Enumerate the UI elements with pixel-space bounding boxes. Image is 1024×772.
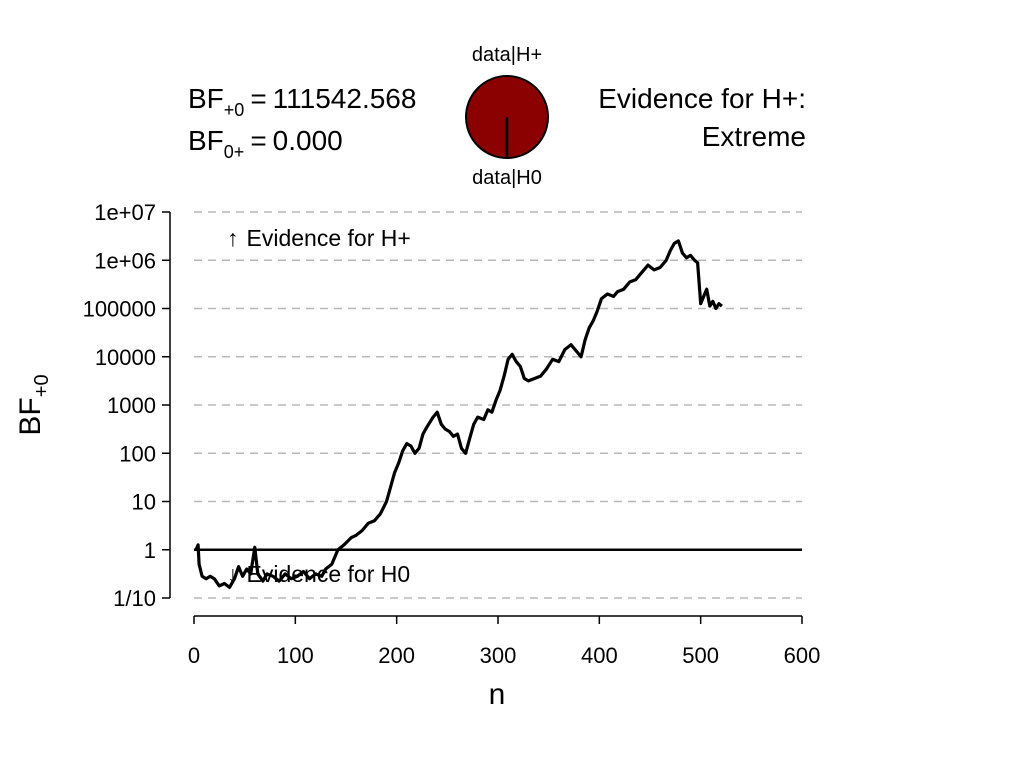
y-tick-label: 10000 xyxy=(95,345,156,370)
bf01-value: 0.000 xyxy=(273,125,343,156)
y-axis-title-main: BF xyxy=(14,397,47,435)
y-tick-label: 1e+07 xyxy=(94,200,156,225)
x-tick-label: 500 xyxy=(682,643,719,668)
bf10-subscript: +0 xyxy=(224,100,245,120)
bf01-subscript: 0+ xyxy=(224,142,245,162)
x-axis: 0 100 200 300 400 500 600 xyxy=(188,615,821,668)
evidence-category-line2: Extreme xyxy=(702,121,806,152)
x-tick-label: 300 xyxy=(480,643,517,668)
y-axis-title: BF+0 xyxy=(14,374,53,435)
x-tick-label: 600 xyxy=(784,643,821,668)
y-tick-label: 1 xyxy=(144,538,156,563)
evidence-h0-text: Evidence for H0 xyxy=(247,561,411,587)
bf10-label: BF xyxy=(188,83,224,114)
evidence-category-line1: Evidence for H+: xyxy=(598,83,806,114)
y-tick-label: 1000 xyxy=(107,393,156,418)
x-tick-label: 200 xyxy=(378,643,415,668)
gridlines xyxy=(194,211,802,599)
y-tick-label: 1e+06 xyxy=(94,248,156,273)
evidence-h1-annotation: ↑ Evidence for H+ xyxy=(227,225,411,251)
y-tick-label: 100 xyxy=(119,441,156,466)
bf-summary: BF+0 = 111542.568 BF0+ = 0.000 xyxy=(188,83,416,162)
evidence-pie: data|H+ data|H0 xyxy=(465,44,549,189)
down-arrow-icon: ↓ xyxy=(227,561,239,587)
y-axis-title-sub: +0 xyxy=(31,374,53,397)
bf-series-line xyxy=(194,239,723,589)
x-tick-label: 400 xyxy=(581,643,618,668)
evidence-h1-text: Evidence for H+ xyxy=(247,225,411,251)
pie-bottom-label: data|H0 xyxy=(472,167,542,189)
bf01-label: BF xyxy=(188,125,224,156)
svg-text:BF+0=111542.568: BF+0 = 111542.568 xyxy=(188,83,416,120)
y-axis: 1/10 1 10 100 1000 10000 100000 1e+06 1e+07 xyxy=(83,200,171,611)
y-tick-label: 1/10 xyxy=(113,586,156,611)
bf10-equals: = xyxy=(250,83,266,114)
up-arrow-icon: ↑ xyxy=(227,225,239,251)
y-tick-label: 100000 xyxy=(83,297,156,322)
evidence-category: Evidence for H+: Extreme xyxy=(598,83,806,152)
x-tick-label: 100 xyxy=(277,643,314,668)
y-tick-label: 10 xyxy=(132,490,156,515)
svg-text:BF0+=0.000: BF0+ = 0.000 xyxy=(188,125,343,162)
bf01-equals: = xyxy=(250,125,266,156)
pie-top-label: data|H+ xyxy=(472,44,542,66)
x-tick-label: 0 xyxy=(188,643,200,668)
bf10-value: 111542.568 xyxy=(273,83,417,114)
x-axis-title: n xyxy=(489,678,506,711)
evidence-h0-annotation: ↓ Evidence for H0 xyxy=(227,561,410,587)
